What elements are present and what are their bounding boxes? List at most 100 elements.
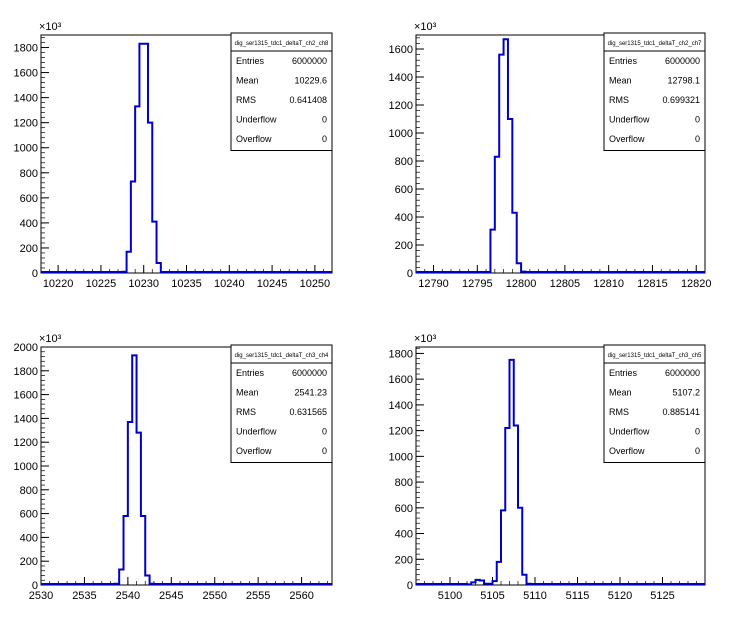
histogram-bin [122, 272, 126, 273]
stats-label: Entries [609, 56, 638, 66]
stats-value: 0 [322, 446, 327, 456]
histogram-bin [115, 584, 119, 585]
stats-box: dig_ser1315_tdc1_deltaT_ch3_ch5 Entries 60… [603, 344, 706, 463]
y-tick-label: 0 [407, 580, 413, 592]
histogram-panel-1: 0 200 400 600 800 1000 1200 1400 1600 1800 10220 10… [14, 21, 333, 290]
y-tick-label: 1800 [14, 366, 38, 378]
histogram-panel-4: 0 200 400 600 800 1000 1200 1400 1600 1800 5100 510… [389, 333, 706, 602]
y-tick-label: 0 [407, 268, 413, 280]
y-tick-label: 1600 [14, 68, 38, 80]
histogram-bin [476, 580, 480, 585]
histogram-bin [499, 55, 503, 273]
stats-value: 0.631565 [289, 407, 327, 417]
histogram-bin [144, 44, 148, 273]
stats-value: 0 [322, 427, 327, 437]
x-tick-label: 2550 [202, 590, 226, 602]
y-tick-label: 400 [395, 212, 413, 224]
y-tick-label: 600 [20, 509, 38, 521]
stats-label: Entries [609, 368, 638, 378]
stats-value: 10229.6 [294, 76, 327, 86]
x-tick-label: 5125 [650, 590, 674, 602]
y-tick-label: 400 [20, 532, 38, 544]
x-tick-label: 12815 [637, 278, 668, 290]
stats-value: 0 [695, 446, 700, 456]
y-tick-label: 200 [395, 554, 413, 566]
histogram-bin [517, 263, 521, 273]
histogram-bin [490, 230, 494, 273]
stats-label: Entries [236, 56, 265, 66]
y-tick-label: 1400 [14, 93, 38, 105]
histogram-bin [514, 425, 518, 585]
y-tick-label: 1000 [389, 451, 413, 463]
histogram-bin [467, 584, 471, 585]
histogram-title: dig_ser1315_tdc1_deltaT_ch2_ch7 [608, 41, 702, 47]
y-tick-label: 200 [20, 556, 38, 568]
histogram-bin [157, 263, 161, 273]
histogram-bin [137, 433, 141, 585]
stats-box: dig_ser1315_tdc1_deltaT_ch2_ch8 Entries 60… [230, 32, 333, 151]
histogram-bin [521, 272, 525, 273]
histogram-bin [152, 222, 156, 273]
histogram-bin [505, 428, 509, 585]
histogram-bin [508, 119, 512, 273]
x-tick-label: 12805 [550, 278, 581, 290]
y-tick-label: 1400 [389, 72, 413, 84]
stats-label: Underflow [609, 115, 650, 125]
y-tick-label: 1000 [14, 461, 38, 473]
stats-value: 5107.2 [672, 388, 700, 398]
histogram-bin [148, 123, 152, 273]
histogram-panel-3: 0 200 400 600 800 1000 1200 1400 1600 1800 2000 253… [14, 333, 333, 602]
x-tick-label: 5105 [480, 590, 504, 602]
stats-label: Underflow [236, 427, 277, 437]
stats-label: Overflow [236, 134, 272, 144]
histogram-panel-2: 0 200 400 600 800 1000 1200 1400 1600 12790 12795 1… [389, 21, 712, 290]
stats-value: 0.641408 [289, 95, 327, 105]
x-tick-label: 12790 [418, 278, 449, 290]
stats-label: Mean [609, 76, 632, 86]
histogram-bin [135, 106, 139, 273]
stats-label: RMS [609, 407, 629, 417]
histogram-bin [488, 584, 492, 585]
histogram-bin [480, 580, 484, 585]
y-tick-label: 1600 [14, 390, 38, 402]
y-tick-label: 200 [395, 240, 413, 252]
stats-label: Overflow [609, 446, 645, 456]
stats-value: 6000000 [292, 368, 327, 378]
y-tick-label: 1200 [14, 118, 38, 130]
histogram-bin [501, 510, 505, 585]
histogram-outline [416, 358, 705, 586]
stats-value: 6000000 [665, 368, 700, 378]
histogram-bin [512, 213, 516, 273]
stats-label: Overflow [609, 134, 645, 144]
y-exponent-label: ×10³ [414, 333, 437, 345]
x-tick-label: 2535 [72, 590, 96, 602]
histogram-outline [416, 38, 705, 273]
y-tick-label: 0 [32, 268, 38, 280]
stats-value: 0 [695, 134, 700, 144]
stats-value: 6000000 [292, 56, 327, 66]
x-tick-label: 2560 [289, 590, 313, 602]
stats-label: Overflow [236, 446, 272, 456]
y-tick-label: 1800 [389, 348, 413, 360]
y-exponent-label: ×10³ [39, 21, 62, 33]
y-tick-label: 1000 [389, 128, 413, 140]
y-tick-label: 600 [395, 184, 413, 196]
histogram-bin [124, 516, 128, 585]
stats-value: 2541.23 [294, 388, 327, 398]
stats-box: dig_ser1315_tdc1_deltaT_ch3_ch4 Entries 60… [230, 344, 333, 463]
stats-box: dig_ser1315_tdc1_deltaT_ch2_ch7 Entries 60… [603, 32, 706, 151]
x-tick-label: 12800 [506, 278, 537, 290]
histogram-outline [41, 354, 332, 585]
y-tick-label: 2000 [14, 342, 38, 354]
y-tick-label: 600 [395, 503, 413, 515]
y-tick-label: 1800 [14, 43, 38, 55]
y-tick-label: 1200 [389, 426, 413, 438]
y-exponent-label: ×10³ [414, 21, 437, 33]
histogram-bin [128, 422, 132, 585]
x-tick-label: 10245 [257, 278, 288, 290]
histogram-bin [131, 182, 135, 273]
histogram-title: dig_ser1315_tdc1_deltaT_ch3_ch4 [235, 353, 329, 359]
x-tick-label: 5110 [523, 590, 547, 602]
x-tick-label: 12820 [681, 278, 712, 290]
y-tick-label: 400 [395, 529, 413, 541]
